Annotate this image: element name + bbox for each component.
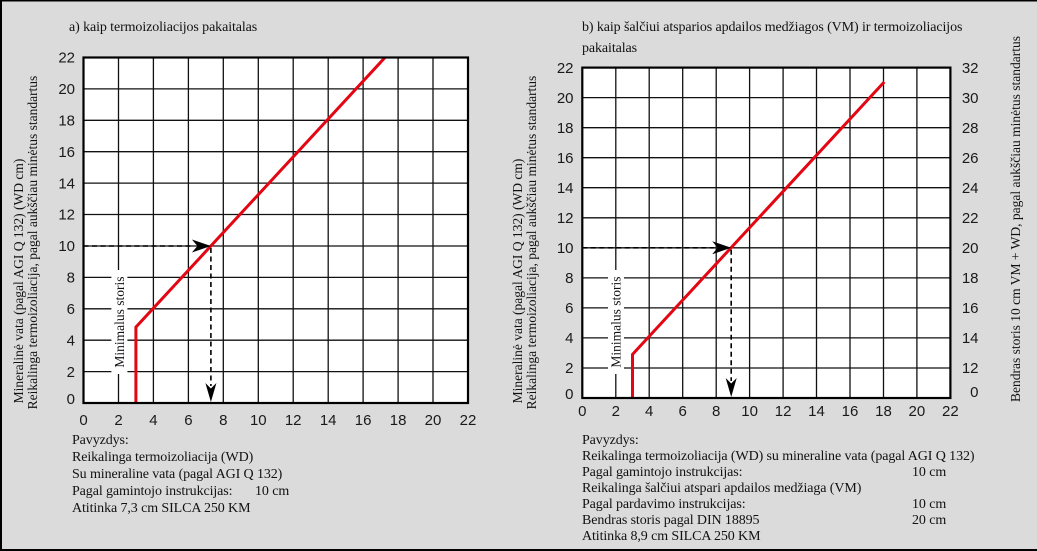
svg-text:Pagal pardavimo instrukcijas:: Pagal pardavimo instrukcijas: — [582, 497, 746, 512]
svg-text:16: 16 — [58, 144, 75, 161]
svg-text:pakaitalas: pakaitalas — [582, 41, 637, 56]
svg-text:20: 20 — [58, 81, 75, 98]
svg-text:22: 22 — [942, 403, 959, 420]
svg-text:22: 22 — [962, 210, 979, 227]
svg-text:8: 8 — [712, 403, 720, 420]
svg-text:12: 12 — [962, 360, 979, 377]
svg-text:Su mineraline vata (pagal AGI: Su mineraline vata (pagal AGI Q 132) — [72, 467, 283, 482]
svg-text:18: 18 — [390, 412, 407, 429]
svg-text:22: 22 — [460, 412, 477, 429]
svg-text:18: 18 — [875, 403, 892, 420]
svg-text:10: 10 — [557, 240, 574, 257]
svg-text:28: 28 — [962, 120, 979, 137]
svg-text:10 cm: 10 cm — [255, 484, 289, 499]
svg-text:Pagal gamintojo instrukcijas:: Pagal gamintojo instrukcijas: — [582, 465, 742, 480]
svg-text:2: 2 — [612, 403, 620, 420]
svg-text:Mineralinė vata (pagal AGI Q 1: Mineralinė vata (pagal AGI Q 132) (WD cm… — [510, 159, 525, 404]
svg-text:Bendras storis 10 cm VM + WD,: Bendras storis 10 cm VM + WD, pagal aukš… — [1008, 36, 1023, 402]
svg-text:Reikalinga šalčiui atspari apd: Reikalinga šalčiui atspari apdailos medž… — [582, 481, 862, 496]
svg-text:10 cm: 10 cm — [912, 497, 946, 512]
svg-text:12: 12 — [285, 412, 302, 429]
svg-text:Reikalinga termoizoliacija (WD: Reikalinga termoizoliacija (WD) — [72, 450, 254, 465]
svg-text:10: 10 — [250, 412, 267, 429]
svg-text:Mineralinė vata (pagal AGI Q 1: Mineralinė vata (pagal AGI Q 132) (WD cm… — [11, 159, 26, 404]
svg-text:6: 6 — [184, 412, 192, 429]
svg-text:10: 10 — [58, 238, 75, 255]
svg-text:2: 2 — [565, 360, 573, 377]
svg-text:Pavyzdys:: Pavyzdys: — [582, 433, 639, 448]
svg-text:a) kaip termoizoliacijos pakai: a) kaip termoizoliacijos pakaitalas — [69, 20, 257, 35]
svg-text:20: 20 — [962, 240, 979, 257]
svg-text:Reikalinga termoizoliacija, pa: Reikalinga termoizoliacija, pagal aukšči… — [524, 76, 539, 410]
svg-text:20 cm: 20 cm — [912, 513, 946, 528]
svg-text:6: 6 — [67, 301, 75, 318]
svg-text:12: 12 — [775, 403, 792, 420]
svg-text:26: 26 — [962, 150, 979, 167]
svg-text:6: 6 — [565, 300, 573, 317]
svg-text:20: 20 — [425, 412, 442, 429]
svg-text:18: 18 — [58, 113, 75, 130]
svg-text:8: 8 — [565, 270, 573, 287]
svg-text:22: 22 — [58, 50, 75, 67]
svg-text:4: 4 — [149, 412, 157, 429]
svg-text:0: 0 — [79, 412, 87, 429]
svg-text:14: 14 — [808, 403, 825, 420]
svg-text:20: 20 — [909, 403, 926, 420]
svg-text:16: 16 — [842, 403, 859, 420]
svg-text:Bendras storis pagal DIN 18895: Bendras storis pagal DIN 18895 — [582, 513, 760, 528]
svg-text:10 cm: 10 cm — [912, 465, 946, 480]
svg-text:10: 10 — [741, 403, 758, 420]
svg-text:Atitinka 7,3 cm SILCA 250 KM: Atitinka 7,3 cm SILCA 250 KM — [72, 501, 251, 516]
svg-text:22: 22 — [557, 60, 574, 77]
svg-text:18: 18 — [962, 270, 979, 287]
svg-text:4: 4 — [645, 403, 653, 420]
svg-text:0: 0 — [578, 403, 586, 420]
svg-text:Reikalinga termoizoliacija, pa: Reikalinga termoizoliacija, pagal aukšči… — [25, 76, 40, 410]
svg-text:8: 8 — [67, 270, 75, 287]
svg-text:0: 0 — [970, 384, 978, 401]
svg-text:16: 16 — [557, 150, 574, 167]
svg-text:0: 0 — [565, 386, 573, 403]
svg-text:30: 30 — [962, 90, 979, 107]
svg-text:b) kaip šalčiui atsparios apda: b) kaip šalčiui atsparios apdailos medži… — [582, 20, 962, 35]
svg-text:Pagal gamintojo instrukcijas:: Pagal gamintojo instrukcijas: — [72, 484, 232, 499]
svg-text:Minimalus storis: Minimalus storis — [112, 276, 127, 367]
svg-text:18: 18 — [557, 120, 574, 137]
svg-text:Reikalinga termoizoliacija (WD: Reikalinga termoizoliacija (WD) su miner… — [582, 449, 975, 464]
svg-text:20: 20 — [557, 90, 574, 107]
svg-text:14: 14 — [58, 175, 75, 192]
svg-text:8: 8 — [219, 412, 227, 429]
svg-text:4: 4 — [67, 332, 75, 349]
svg-text:16: 16 — [962, 300, 979, 317]
svg-text:32: 32 — [962, 60, 979, 77]
svg-text:2: 2 — [67, 364, 75, 381]
svg-text:12: 12 — [557, 210, 574, 227]
svg-text:14: 14 — [320, 412, 337, 429]
svg-text:14: 14 — [557, 180, 574, 197]
svg-text:Pavyzdys:: Pavyzdys: — [72, 433, 129, 448]
svg-text:14: 14 — [962, 330, 979, 347]
svg-text:12: 12 — [58, 207, 75, 224]
svg-text:Atitinka 8,9 cm SILCA 250 KM: Atitinka 8,9 cm SILCA 250 KM — [582, 529, 761, 544]
svg-text:24: 24 — [962, 180, 979, 197]
svg-text:Minimalus storis: Minimalus storis — [609, 276, 624, 367]
svg-text:2: 2 — [114, 412, 122, 429]
svg-text:4: 4 — [565, 330, 573, 347]
svg-text:0: 0 — [67, 391, 75, 408]
svg-text:6: 6 — [679, 403, 687, 420]
svg-text:16: 16 — [355, 412, 372, 429]
